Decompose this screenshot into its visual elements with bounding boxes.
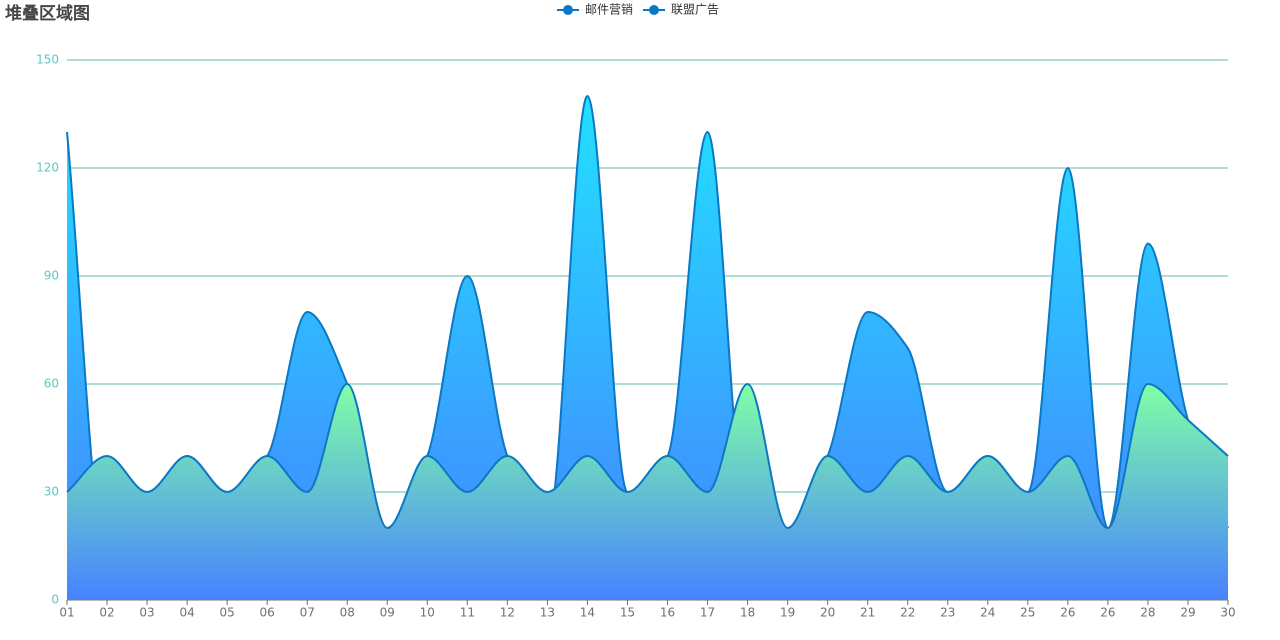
area <box>67 384 1228 600</box>
y-tick-label: 60 <box>44 377 59 391</box>
x-tick-label: 01 <box>59 606 74 620</box>
x-tick-label: 23 <box>940 606 955 620</box>
x-tick-label: 26 <box>1100 606 1115 620</box>
x-tick-label: 05 <box>219 606 234 620</box>
x-tick-label: 16 <box>660 606 675 620</box>
x-tick-label: 07 <box>300 606 315 620</box>
x-tick-label: 21 <box>860 606 875 620</box>
x-tick-label: 29 <box>1180 606 1195 620</box>
x-tick-label: 28 <box>1140 606 1155 620</box>
y-tick-label: 90 <box>44 269 59 283</box>
legend-label: 邮件营销 <box>585 3 633 17</box>
x-tick-label: 12 <box>500 606 515 620</box>
y-tick-label: 150 <box>36 53 59 67</box>
x-tick-label: 09 <box>380 606 395 620</box>
x-tick-label: 30 <box>1220 606 1235 620</box>
x-tick-label: 19 <box>780 606 795 620</box>
x-tick-label: 17 <box>700 606 715 620</box>
legend-marker <box>563 5 573 15</box>
x-tick-label: 03 <box>139 606 154 620</box>
x-tick-label: 24 <box>980 606 995 620</box>
legend-marker <box>649 5 660 15</box>
x-tick-label: 25 <box>1020 606 1035 620</box>
x-tick-label: 18 <box>740 606 755 620</box>
y-tick-label: 120 <box>36 161 59 175</box>
x-tick-label: 14 <box>580 606 595 620</box>
x-tick-label: 13 <box>540 606 555 620</box>
x-tick-label: 06 <box>260 606 275 620</box>
y-tick-label: 30 <box>44 485 59 499</box>
x-tick-label: 02 <box>99 606 114 620</box>
x-tick-label: 20 <box>820 606 835 620</box>
x-tick-label: 04 <box>179 606 194 620</box>
x-tick-label: 26 <box>1060 606 1075 620</box>
x-tick-label: 08 <box>340 606 355 620</box>
y-tick-label: 0 <box>51 593 59 607</box>
line <box>66 382 1229 530</box>
x-tick-label: 22 <box>900 606 915 620</box>
chart-title: 堆叠区域图 <box>5 3 90 24</box>
x-tick-label: 10 <box>420 606 435 620</box>
legend-label: 联盟广告 <box>671 3 719 17</box>
x-tick-label: 11 <box>460 606 475 620</box>
x-tick-label: 15 <box>620 606 635 620</box>
